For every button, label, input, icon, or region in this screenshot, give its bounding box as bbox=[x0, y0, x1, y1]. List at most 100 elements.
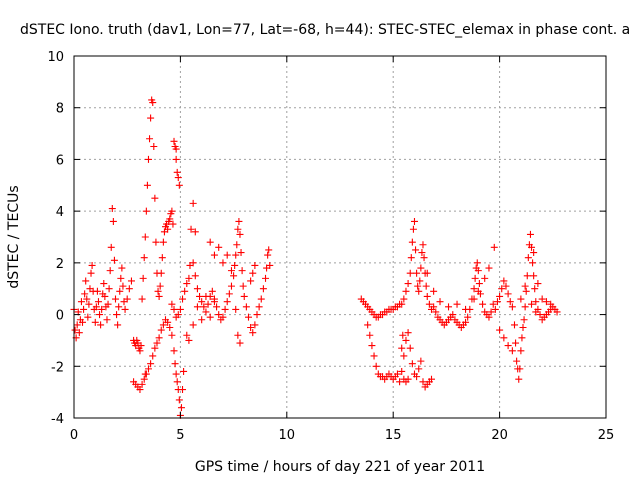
y-tick-label: 8 bbox=[56, 102, 64, 117]
data-point bbox=[504, 342, 512, 350]
data-point bbox=[215, 243, 223, 251]
data-point bbox=[512, 339, 520, 347]
data-point bbox=[402, 287, 410, 295]
data-point bbox=[406, 344, 414, 352]
data-point bbox=[517, 295, 525, 303]
data-point bbox=[370, 352, 378, 360]
data-point bbox=[526, 230, 534, 238]
data-point bbox=[542, 298, 550, 306]
data-point bbox=[249, 329, 257, 337]
data-point bbox=[251, 261, 259, 269]
data-point bbox=[210, 251, 218, 259]
data-point bbox=[109, 217, 117, 225]
data-point bbox=[530, 272, 538, 280]
data-point bbox=[404, 375, 412, 383]
data-point bbox=[173, 378, 181, 386]
data-point bbox=[79, 318, 87, 326]
y-tick-label: 0 bbox=[56, 309, 64, 324]
data-point bbox=[189, 259, 197, 267]
x-axis-label: GPS time / hours of day 221 of year 2011 bbox=[195, 459, 485, 475]
data-point bbox=[417, 264, 425, 272]
data-point bbox=[170, 347, 178, 355]
data-point bbox=[170, 305, 178, 313]
data-point bbox=[242, 303, 250, 311]
data-point bbox=[409, 225, 417, 233]
data-point bbox=[121, 305, 129, 313]
data-point bbox=[247, 324, 255, 331]
data-point bbox=[515, 375, 523, 383]
data-point bbox=[174, 174, 182, 182]
data-point bbox=[85, 300, 93, 308]
data-point bbox=[504, 290, 512, 298]
data-point bbox=[425, 300, 433, 308]
data-point bbox=[500, 334, 508, 342]
data-point bbox=[487, 308, 495, 316]
data-point bbox=[151, 194, 159, 202]
data-point bbox=[234, 331, 242, 339]
data-point bbox=[253, 311, 261, 319]
x-tick-labels: 0 5 10 15 20 25 bbox=[70, 428, 614, 443]
data-point bbox=[474, 287, 482, 295]
data-point bbox=[185, 274, 193, 282]
data-point bbox=[87, 269, 95, 277]
chart-title: dSTEC Iono. truth (dav1, Lon=77, Lat=-68… bbox=[20, 22, 630, 38]
data-point bbox=[139, 274, 147, 282]
data-point bbox=[171, 360, 179, 368]
data-point bbox=[414, 282, 422, 290]
data-point bbox=[500, 277, 508, 285]
data-point bbox=[123, 295, 131, 303]
data-point bbox=[206, 238, 214, 246]
data-point bbox=[517, 347, 525, 355]
data-point bbox=[105, 285, 113, 293]
data-point bbox=[227, 282, 235, 290]
y-tick-label: -4 bbox=[51, 412, 64, 427]
data-point bbox=[227, 267, 235, 275]
data-point bbox=[172, 155, 180, 163]
data-point bbox=[513, 357, 521, 365]
data-point bbox=[225, 290, 233, 298]
data-point bbox=[531, 285, 539, 293]
data-point bbox=[118, 264, 126, 272]
x-tick-label: 0 bbox=[70, 428, 78, 443]
data-point bbox=[474, 267, 482, 275]
plot-frame bbox=[73, 55, 607, 419]
data-point bbox=[147, 360, 155, 368]
data-point bbox=[140, 254, 148, 262]
data-point bbox=[183, 280, 191, 288]
data-point bbox=[372, 362, 380, 370]
data-point bbox=[257, 295, 265, 303]
data-point bbox=[506, 298, 514, 306]
data-point bbox=[176, 305, 184, 313]
data-point bbox=[94, 298, 102, 306]
data-point bbox=[400, 352, 408, 360]
x-tick-label: 15 bbox=[385, 428, 402, 443]
data-point bbox=[138, 380, 146, 388]
data-point bbox=[236, 230, 244, 238]
data-point bbox=[238, 267, 246, 275]
data-point bbox=[100, 280, 108, 288]
data-point bbox=[400, 295, 408, 303]
data-point bbox=[107, 243, 115, 251]
data-point bbox=[420, 254, 428, 262]
data-point bbox=[206, 313, 214, 321]
data-point bbox=[175, 181, 183, 189]
data-point bbox=[111, 295, 119, 303]
data-point bbox=[158, 254, 166, 262]
data-point bbox=[147, 114, 155, 122]
data-point bbox=[200, 303, 208, 311]
data-point bbox=[521, 303, 529, 311]
data-point bbox=[519, 324, 527, 331]
data-point bbox=[422, 282, 430, 290]
data-point bbox=[142, 370, 150, 378]
data-point bbox=[155, 334, 163, 342]
data-point bbox=[396, 378, 404, 386]
data-point bbox=[193, 303, 201, 311]
data-point bbox=[187, 225, 195, 233]
data-point bbox=[185, 336, 193, 344]
data-point bbox=[141, 233, 149, 241]
data-point bbox=[230, 272, 238, 280]
data-point bbox=[202, 292, 210, 300]
data-point bbox=[104, 300, 112, 308]
y-tick-label: -2 bbox=[51, 360, 64, 375]
data-points bbox=[70, 96, 561, 419]
